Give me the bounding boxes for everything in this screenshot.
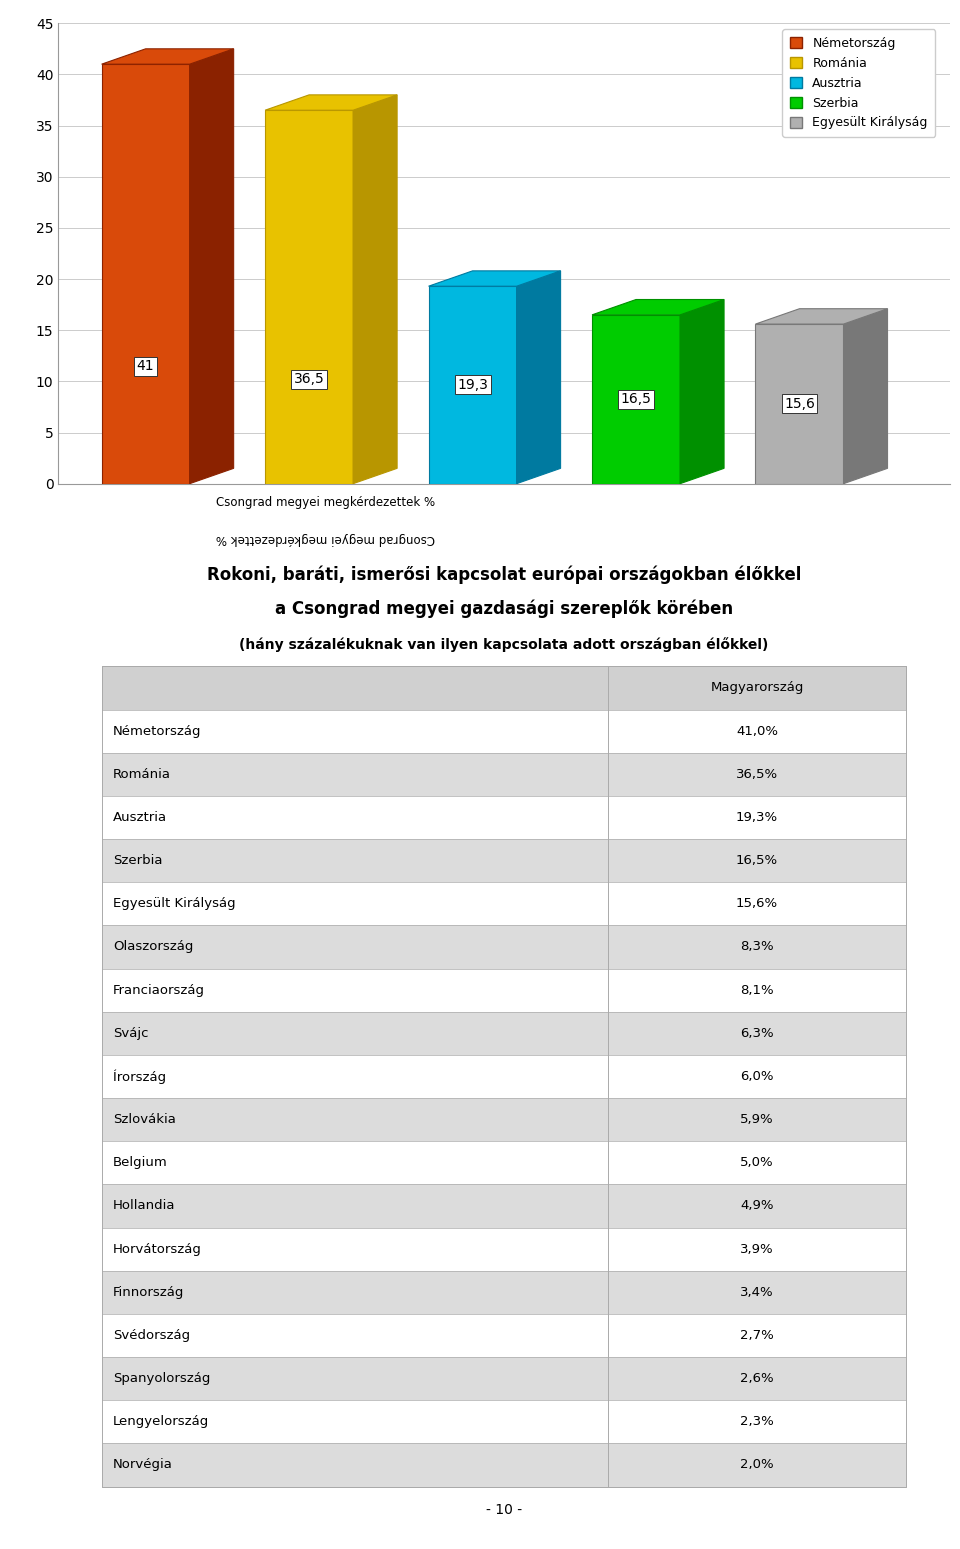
Text: Norvégia: Norvégia	[113, 1459, 173, 1472]
Bar	[102, 840, 905, 883]
Bar	[102, 1444, 905, 1487]
Text: - 10 -: - 10 -	[486, 1503, 522, 1516]
Text: Csongrad megyei megkérdezettek %: Csongrad megyei megkérdezettek %	[216, 531, 435, 545]
Text: Horvátország: Horvátország	[113, 1242, 202, 1256]
Text: Lengyelország: Lengyelország	[113, 1416, 209, 1428]
Text: Spanyolország: Spanyolország	[113, 1372, 210, 1385]
Text: 3,4%: 3,4%	[740, 1286, 774, 1298]
Text: Rokoni, baráti, ismerősi kapcsolat európai országokban élőkkel: Rokoni, baráti, ismerősi kapcsolat európ…	[206, 565, 802, 584]
Bar	[102, 1185, 905, 1227]
Bar	[102, 1400, 905, 1444]
Legend: Németország, Románia, Ausztria, Szerbia, Egyesült Királyság: Németország, Románia, Ausztria, Szerbia,…	[782, 29, 935, 136]
Text: 3,9%: 3,9%	[740, 1242, 774, 1256]
Bar	[102, 1142, 905, 1185]
Text: 2,6%: 2,6%	[740, 1372, 774, 1385]
Bar	[102, 1055, 905, 1098]
Text: 5,9%: 5,9%	[740, 1114, 774, 1126]
Bar	[102, 709, 905, 753]
Bar	[102, 968, 905, 1011]
Bar	[102, 796, 905, 840]
Text: 8,3%: 8,3%	[740, 940, 774, 954]
Text: 2,3%: 2,3%	[740, 1416, 774, 1428]
Bar	[102, 1314, 905, 1357]
Text: 2,0%: 2,0%	[740, 1459, 774, 1472]
Text: Finnország: Finnország	[113, 1286, 184, 1298]
Text: Csongrad megyei megkérdezettek %: Csongrad megyei megkérdezettek %	[216, 496, 435, 508]
Polygon shape	[756, 308, 888, 324]
Polygon shape	[265, 94, 397, 110]
Bar	[102, 666, 905, 709]
Text: 8,1%: 8,1%	[740, 984, 774, 996]
Polygon shape	[102, 50, 233, 64]
Bar	[428, 287, 516, 483]
Text: 6,3%: 6,3%	[740, 1027, 774, 1039]
Polygon shape	[844, 308, 888, 483]
Text: 36,5: 36,5	[294, 372, 324, 386]
Text: 36,5%: 36,5%	[736, 768, 779, 781]
Text: 6,0%: 6,0%	[740, 1070, 774, 1083]
Text: Németország: Németország	[113, 725, 202, 737]
Text: 4,9%: 4,9%	[740, 1199, 774, 1213]
Bar	[265, 110, 353, 483]
Text: Franciaország: Franciaország	[113, 984, 204, 996]
Bar	[102, 925, 905, 968]
Text: Olaszország: Olaszország	[113, 940, 193, 954]
Bar	[102, 1357, 905, 1400]
Text: 15,6: 15,6	[784, 397, 815, 410]
Bar	[102, 1270, 905, 1314]
Polygon shape	[428, 271, 561, 287]
Polygon shape	[592, 299, 724, 314]
Text: 19,3%: 19,3%	[736, 812, 779, 824]
Text: 2,7%: 2,7%	[740, 1329, 774, 1341]
Text: Románia: Románia	[113, 768, 171, 781]
Text: Írország: Írország	[113, 1069, 166, 1084]
Text: 16,5%: 16,5%	[736, 853, 779, 867]
Bar	[756, 324, 844, 483]
Text: Szlovákia: Szlovákia	[113, 1114, 176, 1126]
Text: 41: 41	[137, 359, 155, 373]
Text: 19,3: 19,3	[457, 378, 488, 392]
Text: a Csongrad megyei gazdasági szereplők körében: a Csongrad megyei gazdasági szereplők kö…	[275, 599, 733, 618]
Polygon shape	[516, 271, 561, 483]
Bar	[102, 1098, 905, 1142]
Text: Egyesült Királyság: Egyesült Királyság	[113, 897, 235, 911]
Text: Hollandia: Hollandia	[113, 1199, 176, 1213]
Polygon shape	[353, 94, 397, 483]
Text: Belgium: Belgium	[113, 1156, 168, 1169]
Text: Ausztria: Ausztria	[113, 812, 167, 824]
Text: (hány százalékuknak van ilyen kapcsolata adott országban élőkkel): (hány százalékuknak van ilyen kapcsolata…	[239, 637, 769, 652]
Bar	[592, 314, 680, 483]
Text: Szerbia: Szerbia	[113, 853, 162, 867]
Bar	[102, 883, 905, 925]
Text: Svájc: Svájc	[113, 1027, 149, 1039]
Bar	[102, 1011, 905, 1055]
Bar	[102, 64, 190, 483]
Text: 16,5: 16,5	[620, 392, 652, 406]
Text: Svédország: Svédország	[113, 1329, 190, 1341]
Text: 41,0%: 41,0%	[736, 725, 779, 737]
Polygon shape	[190, 50, 233, 483]
Bar	[102, 753, 905, 796]
Polygon shape	[680, 299, 724, 483]
Bar	[102, 1227, 905, 1270]
Text: 5,0%: 5,0%	[740, 1156, 774, 1169]
Text: 15,6%: 15,6%	[736, 897, 779, 911]
Text: Magyarország: Magyarország	[710, 682, 804, 694]
